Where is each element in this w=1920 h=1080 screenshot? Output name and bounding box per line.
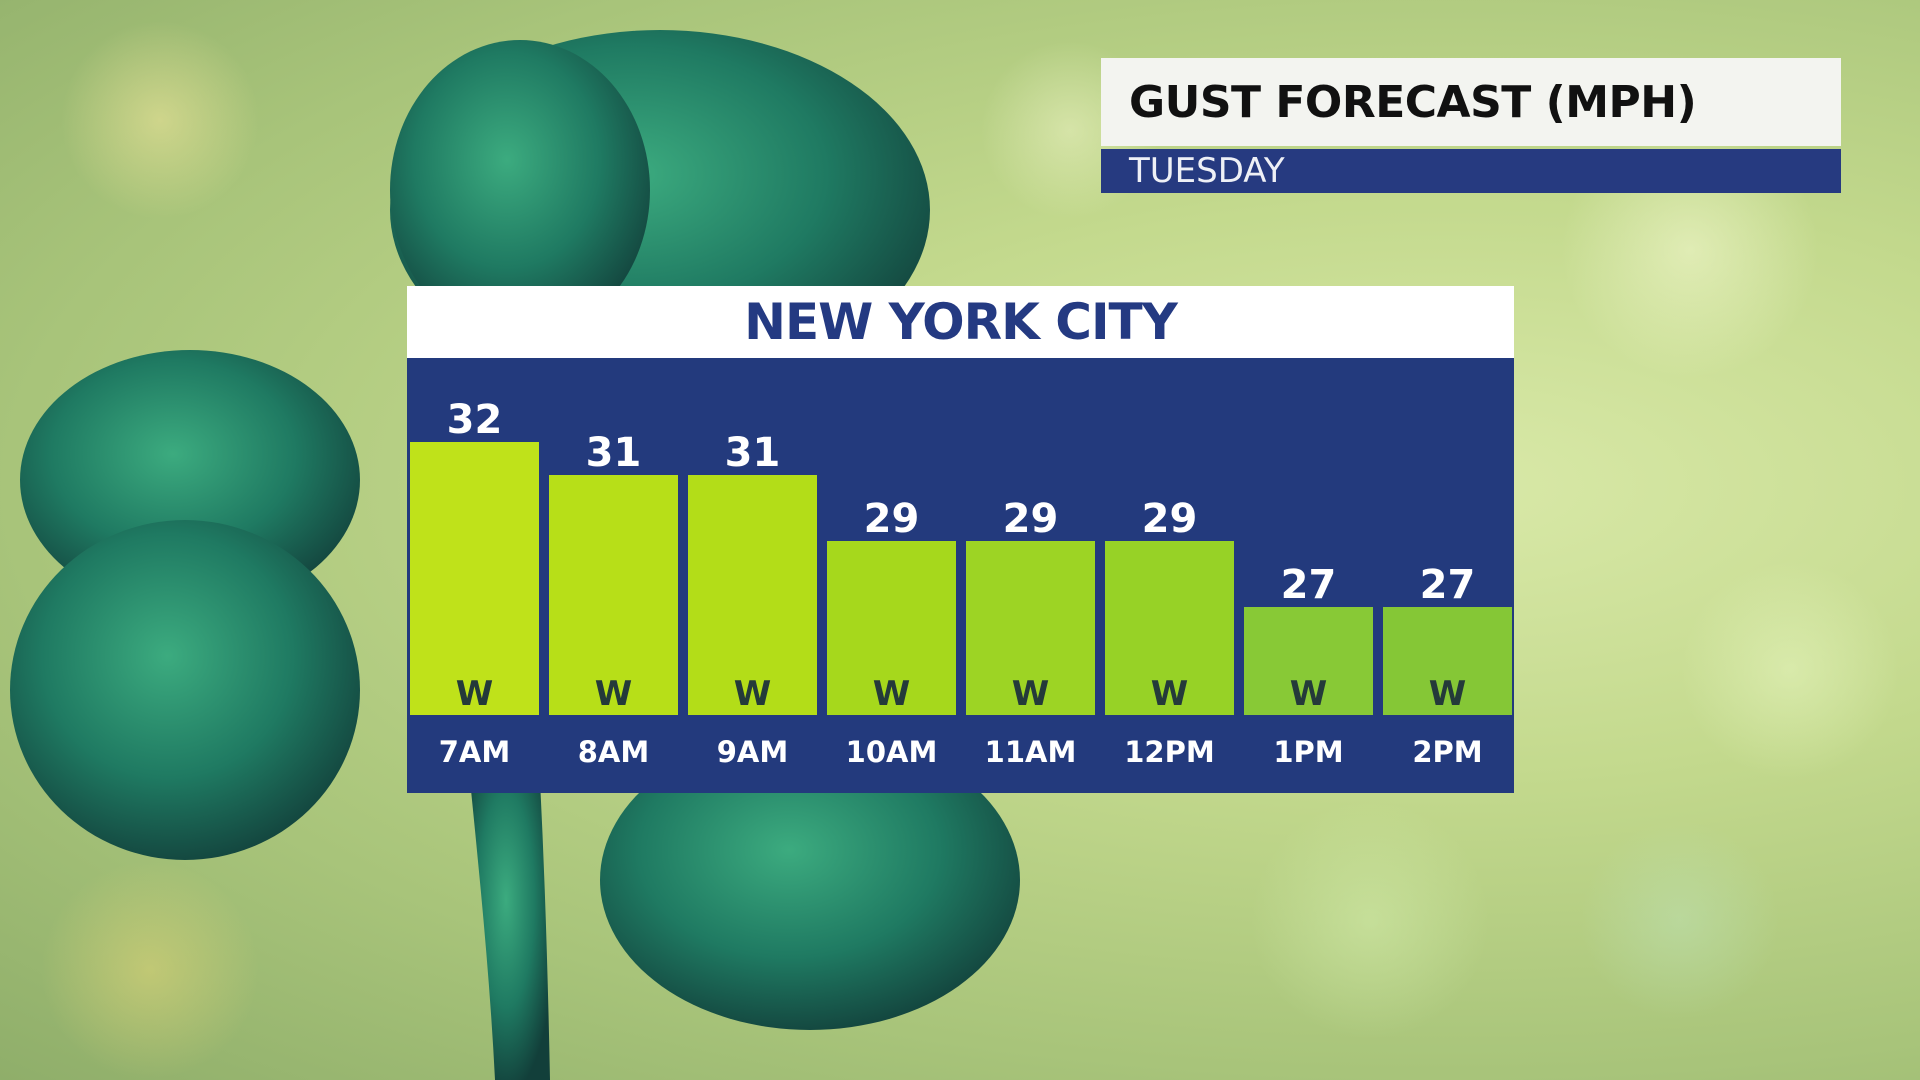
location-title: NEW YORK CITY bbox=[744, 293, 1178, 351]
gust-bar-chart: 32 W 7AM 31 W 8AM 31 W 9AM 29 W 10AM 29 W 11AM 29 W 12PM 2… bbox=[410, 397, 1512, 769]
direction-label-1pm: W bbox=[1290, 674, 1328, 714]
value-label-2pm: 27 bbox=[1420, 562, 1476, 608]
forecast-panel: NEW YORK CITY 32 W 7AM 31 W 8AM 31 W 9AM 29 W 10AM 2… bbox=[407, 286, 1514, 793]
direction-label-11am: W bbox=[1012, 674, 1050, 714]
time-label-12pm: 12PM bbox=[1124, 735, 1214, 769]
chart-title-box: GUST FORECAST (MPH) bbox=[1101, 58, 1841, 146]
value-label-12pm: 29 bbox=[1142, 496, 1198, 542]
value-label-8am: 31 bbox=[586, 430, 642, 476]
bar-2pm bbox=[1383, 607, 1512, 715]
time-label-2pm: 2PM bbox=[1412, 735, 1482, 769]
bar-10am bbox=[827, 541, 956, 715]
bar-9am bbox=[688, 475, 817, 715]
chart-subtitle-box: TUESDAY bbox=[1101, 149, 1841, 193]
panel-header: NEW YORK CITY bbox=[407, 286, 1514, 358]
chart-area: 32 W 7AM 31 W 8AM 31 W 9AM 29 W 10AM 29 W 11AM 29 W 12PM 2… bbox=[407, 358, 1514, 793]
value-label-9am: 31 bbox=[725, 430, 781, 476]
bar-7am bbox=[410, 442, 539, 715]
bar-8am bbox=[549, 475, 678, 715]
direction-label-12pm: W bbox=[1151, 674, 1189, 714]
bar-1pm bbox=[1244, 607, 1373, 715]
direction-label-2pm: W bbox=[1429, 674, 1467, 714]
chart-title: GUST FORECAST (MPH) bbox=[1129, 76, 1697, 128]
bar-11am bbox=[966, 541, 1095, 715]
value-label-1pm: 27 bbox=[1281, 562, 1337, 608]
value-label-10am: 29 bbox=[864, 496, 920, 542]
time-label-8am: 8AM bbox=[578, 735, 649, 769]
time-label-9am: 9AM bbox=[717, 735, 788, 769]
direction-label-9am: W bbox=[734, 674, 772, 714]
time-label-10am: 10AM bbox=[846, 735, 938, 769]
time-label-1pm: 1PM bbox=[1273, 735, 1343, 769]
value-label-7am: 32 bbox=[447, 397, 503, 443]
time-label-7am: 7AM bbox=[439, 735, 510, 769]
direction-label-8am: W bbox=[595, 674, 633, 714]
bar-12pm bbox=[1105, 541, 1234, 715]
chart-subtitle: TUESDAY bbox=[1129, 151, 1285, 191]
time-label-11am: 11AM bbox=[985, 735, 1077, 769]
value-label-11am: 29 bbox=[1003, 496, 1059, 542]
direction-label-10am: W bbox=[873, 674, 911, 714]
direction-label-7am: W bbox=[456, 674, 494, 714]
